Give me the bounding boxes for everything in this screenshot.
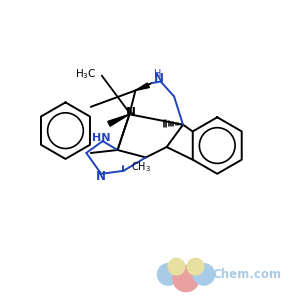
Text: N: N: [154, 72, 164, 85]
Text: CH$_3$: CH$_3$: [131, 160, 151, 174]
Circle shape: [193, 264, 214, 285]
Text: H: H: [154, 69, 161, 79]
Text: N: N: [126, 106, 136, 119]
Text: HN: HN: [92, 133, 110, 143]
Polygon shape: [135, 83, 149, 91]
Text: Chem.com: Chem.com: [213, 268, 282, 281]
Text: H$_3$C: H$_3$C: [75, 67, 97, 81]
Circle shape: [187, 258, 204, 275]
Circle shape: [158, 264, 179, 285]
Text: N: N: [96, 170, 106, 183]
Polygon shape: [108, 114, 129, 126]
Circle shape: [168, 258, 185, 275]
Circle shape: [173, 266, 199, 292]
